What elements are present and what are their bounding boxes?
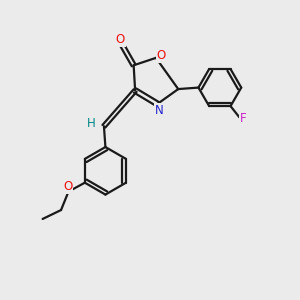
Text: O: O [63,180,73,193]
Text: O: O [116,33,125,46]
Text: O: O [157,49,166,62]
Text: F: F [240,112,246,125]
Text: H: H [87,117,96,130]
Text: N: N [154,104,163,117]
